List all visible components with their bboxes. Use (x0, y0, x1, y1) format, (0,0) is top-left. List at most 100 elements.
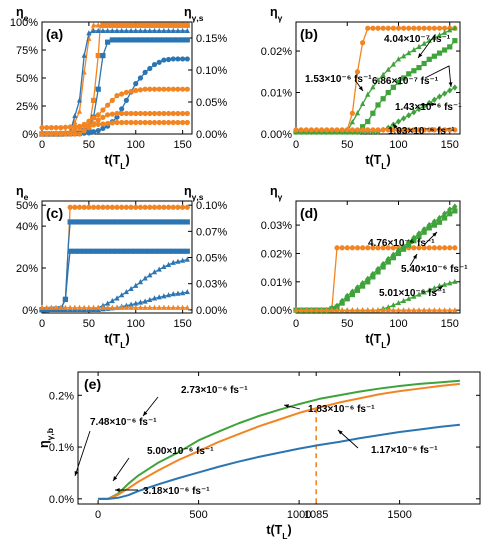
data-point (339, 127, 345, 133)
y-tick-label: 100% (10, 17, 38, 29)
data-point (436, 214, 443, 222)
data-point (395, 250, 402, 257)
data-point (72, 112, 78, 119)
data-point (114, 304, 120, 310)
data-point (156, 110, 162, 117)
data-point (426, 245, 432, 251)
data-point (114, 219, 120, 225)
data-point (421, 25, 427, 31)
data-point (95, 86, 101, 92)
annotation-label: 5.01×10⁻⁶ fs⁻¹ (379, 288, 446, 299)
data-point (67, 204, 73, 210)
data-point (421, 307, 427, 313)
data-point (175, 56, 181, 62)
data-point (137, 75, 144, 81)
data-point (170, 304, 176, 310)
data-point (161, 219, 167, 225)
data-point (447, 280, 453, 286)
x-tick-label: 0 (39, 139, 45, 151)
y-tick-label: 0.02% (261, 46, 292, 58)
data-point (147, 27, 153, 34)
y-axis-label: ηγ (270, 184, 283, 202)
data-point (175, 37, 181, 43)
data-point (452, 208, 458, 214)
y-right-tick-label: 0.03% (196, 279, 227, 291)
y-right-axis-label-main: η (184, 5, 192, 19)
y-axis-label-sub: γ (278, 13, 283, 23)
data-point (100, 53, 106, 59)
x-tick-label: 0 (293, 318, 299, 330)
annotation-arrowhead (432, 232, 437, 237)
data-point (114, 119, 120, 126)
x-axis-label-sub: L (282, 531, 287, 541)
data-point (298, 307, 304, 313)
data-point (452, 84, 458, 91)
y-axis-label: ηγ (270, 5, 283, 23)
data-point (385, 304, 391, 310)
data-point (406, 242, 412, 248)
data-point (421, 40, 427, 46)
data-point (156, 294, 162, 300)
data-point (442, 90, 448, 97)
data-point (401, 297, 407, 304)
data-point (385, 307, 391, 313)
data-point (114, 93, 120, 99)
data-point (180, 219, 186, 225)
data-point (390, 307, 396, 313)
data-point (447, 44, 453, 50)
data-point (390, 61, 396, 67)
data-point (128, 37, 134, 43)
data-point (395, 299, 402, 306)
data-point (442, 245, 448, 251)
data-point (156, 37, 162, 43)
data-point (151, 86, 158, 92)
data-point (411, 293, 417, 299)
data-point (142, 204, 148, 210)
data-point (76, 219, 83, 225)
data-point (395, 79, 402, 85)
panel-c: 0 50 100 150 0% 20% 40% 50% 0.00% 0.03% 0.05% 0.07%… (16, 184, 227, 350)
data-point (184, 204, 190, 210)
data-point (123, 119, 129, 126)
data-point (156, 119, 162, 126)
data-point (416, 43, 422, 49)
data-point (447, 87, 453, 94)
data-point (39, 125, 45, 131)
data-point (147, 65, 153, 72)
annotation-label: 3.18×10⁻⁶ fs⁻¹ (143, 486, 210, 497)
x-axis-label: t(TL) (104, 332, 129, 350)
annotation-label: 4.04×10⁻⁷ fs⁻¹ (384, 34, 451, 45)
data-point (109, 297, 115, 304)
data-point (137, 304, 144, 310)
series-orange-5 (39, 304, 190, 310)
data-point (180, 204, 186, 210)
panel-d: 0 50 100 150 0.00% 0.01% 0.02% 0.03% t(TL) ηγ (d) 4… (261, 184, 468, 350)
data-point (442, 29, 448, 35)
data-point (128, 204, 134, 210)
data-point (380, 245, 386, 251)
y-axis-label: ηe (16, 184, 29, 202)
data-point (349, 110, 355, 116)
data-point (416, 105, 422, 113)
data-point (184, 37, 190, 43)
data-point (128, 27, 134, 34)
series-blue-3 (39, 256, 190, 312)
data-point (156, 204, 162, 210)
y-tick-label: 40% (16, 221, 38, 233)
data-point (175, 110, 181, 117)
data-point (39, 304, 45, 310)
data-point (81, 128, 87, 134)
data-point (411, 109, 417, 116)
data-point (365, 279, 371, 285)
data-point (184, 86, 190, 92)
data-point (447, 307, 453, 313)
data-point (416, 307, 422, 313)
data-point (109, 304, 115, 310)
data-point (151, 304, 158, 310)
data-point (133, 81, 139, 87)
data-point (151, 269, 158, 275)
data-point (401, 127, 407, 133)
plot-frame (41, 200, 193, 314)
data-point (334, 307, 340, 313)
data-point (95, 117, 101, 123)
